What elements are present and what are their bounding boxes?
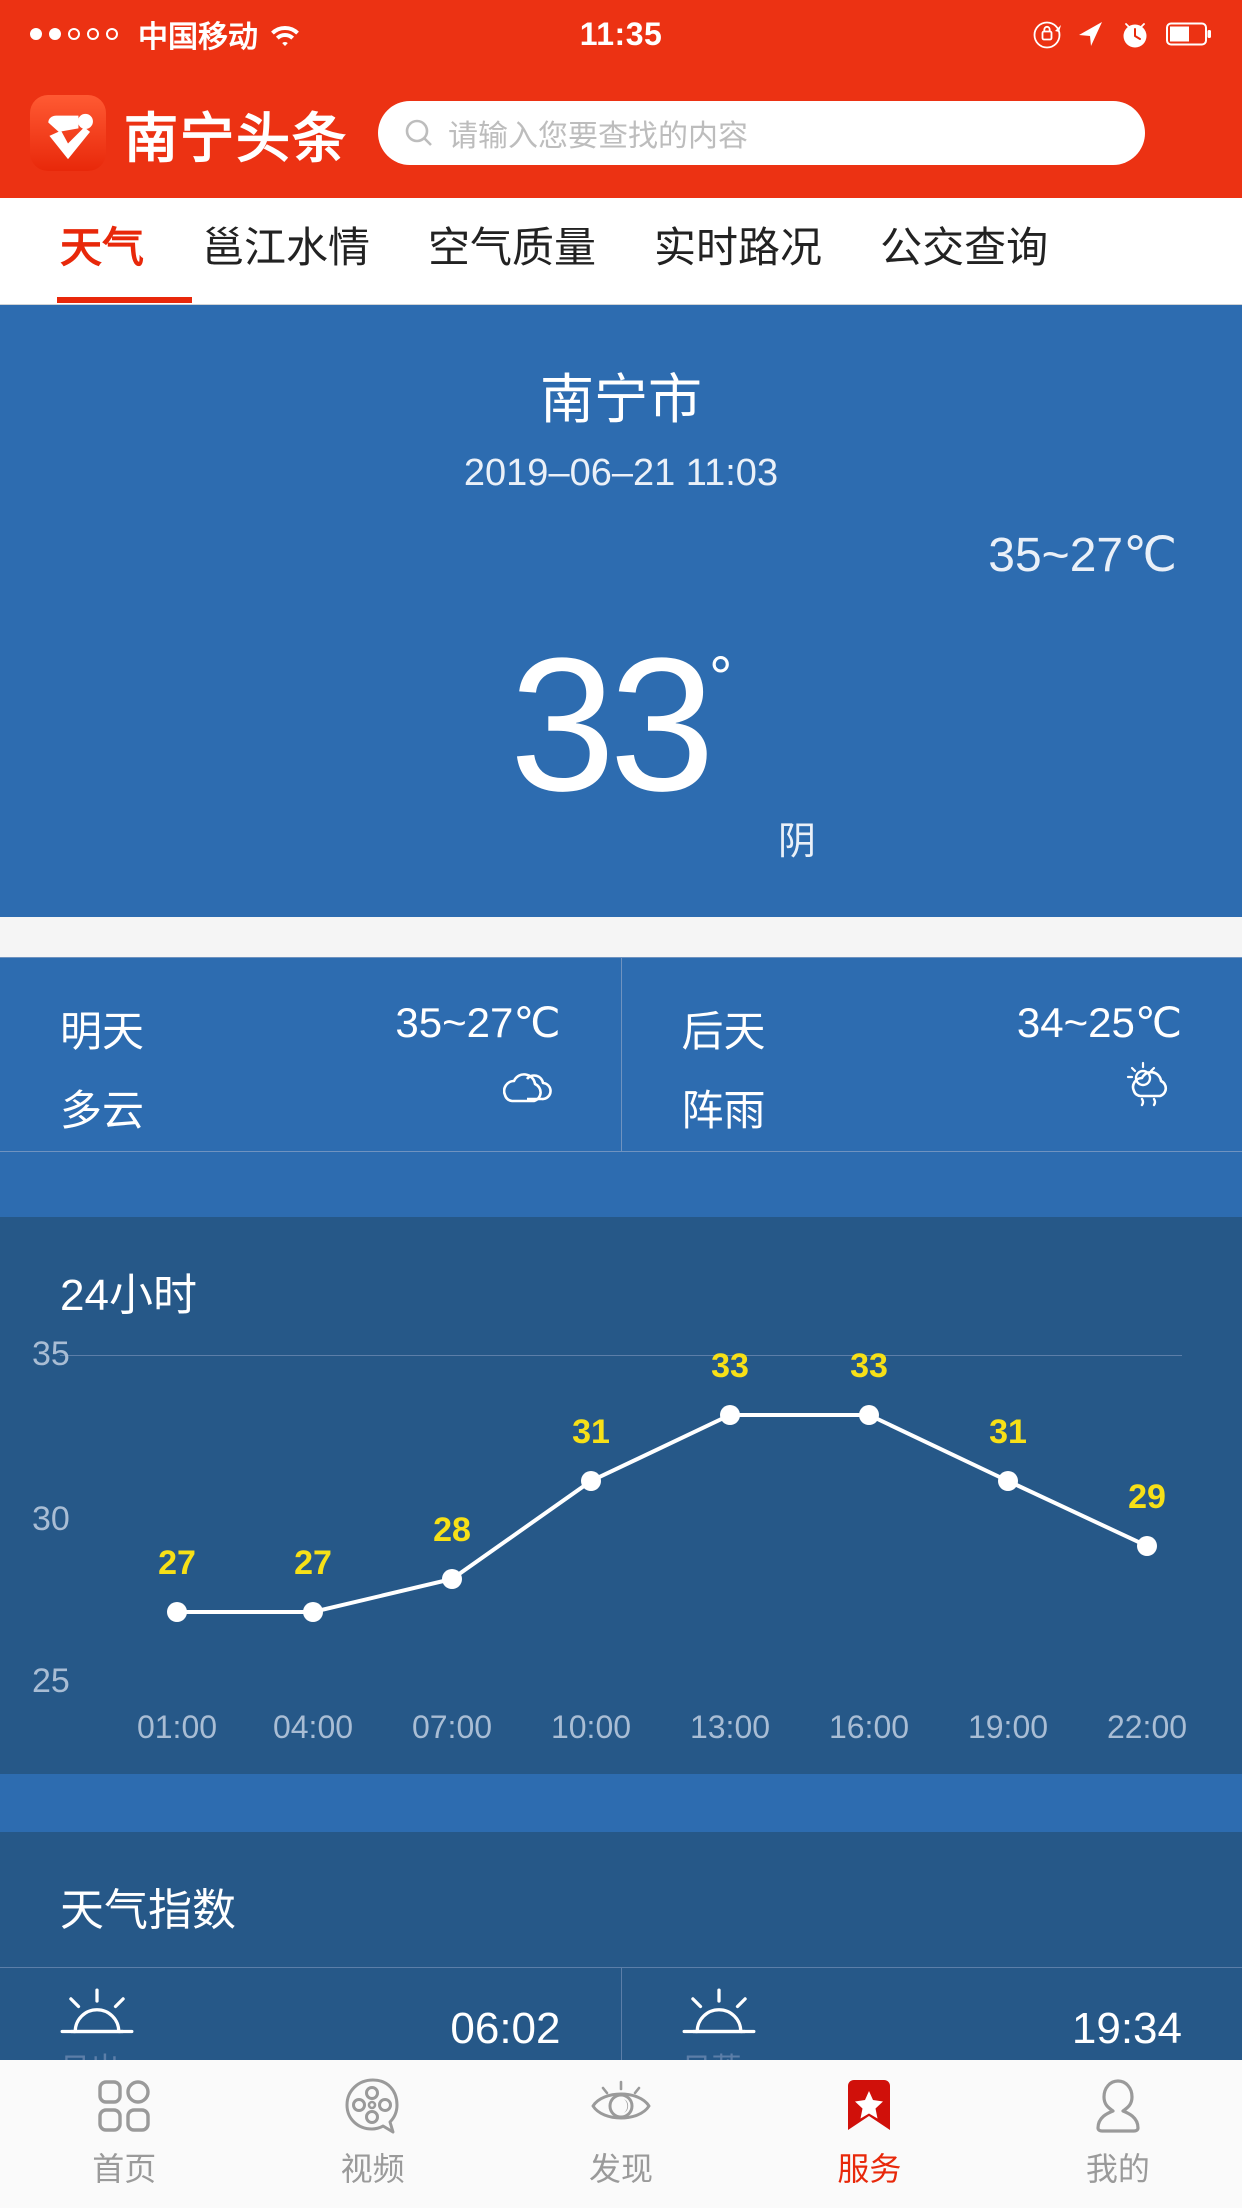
svg-text:31: 31	[989, 1413, 1027, 1451]
svg-text:29: 29	[1128, 1478, 1166, 1516]
svg-text:33: 33	[850, 1347, 888, 1385]
svg-text:27: 27	[158, 1544, 196, 1582]
svg-text:31: 31	[572, 1413, 610, 1451]
svg-text:27: 27	[294, 1544, 332, 1582]
svg-text:33: 33	[711, 1347, 749, 1385]
svg-text:28: 28	[433, 1511, 471, 1549]
